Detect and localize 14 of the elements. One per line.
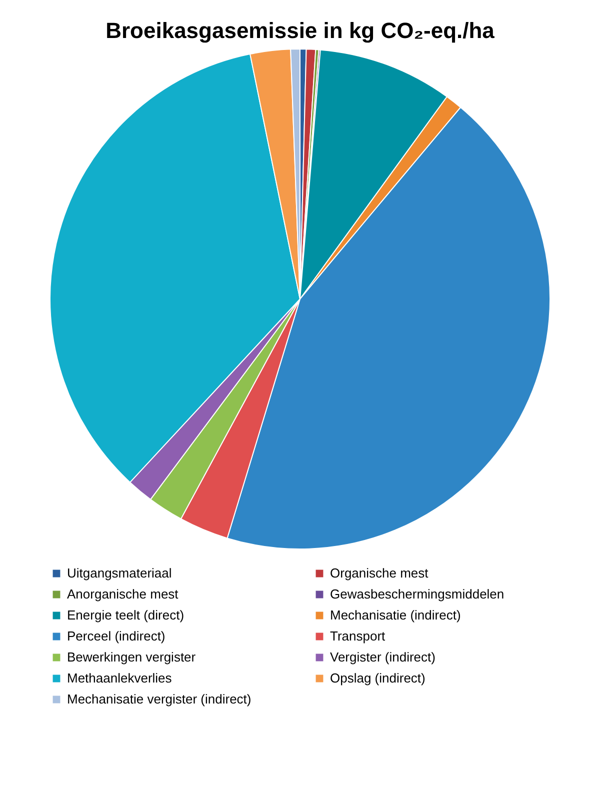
legend-label: Vergister (indirect) xyxy=(330,650,436,664)
legend-label: Methaanlekverlies xyxy=(67,670,172,686)
legend-label: Uitgangsmateriaal xyxy=(67,566,172,581)
legend-label: Transport xyxy=(330,628,386,644)
legend-label: Energie teelt (direct) xyxy=(67,608,184,622)
legend-label: Anorganische mest xyxy=(67,586,179,602)
legend-label: Mechanisatie (indirect) xyxy=(330,608,461,622)
legend-label: Mechanisatie vergister (indirect) xyxy=(67,692,252,706)
legend-label: Gewasbeschermingsmiddelen xyxy=(330,586,504,602)
legend-label: Bewerkingen vergister xyxy=(67,650,196,664)
chart-title: Broeikasgasemissie in kg CO₂-eq./ha xyxy=(106,18,496,43)
legend-label: Opslag (indirect) xyxy=(330,670,426,686)
legend-label: Organische mest xyxy=(330,566,429,581)
legend-label: Perceel (indirect) xyxy=(67,628,166,644)
